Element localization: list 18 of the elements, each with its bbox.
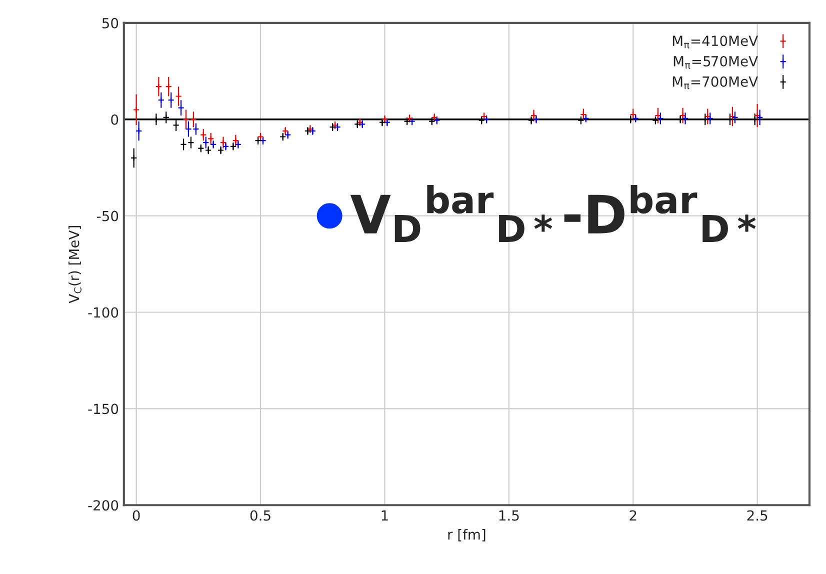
y-tick-label: 0 <box>111 114 118 125</box>
y-tick-label: 50 <box>102 18 118 28</box>
x-tick-label: 0 <box>132 510 140 521</box>
x-tick-label: 2 <box>630 510 636 521</box>
annotation: V$_{D}$$^{bar}$$_{D*}$-D$^{bar}$$_{D*}$ <box>350 185 756 242</box>
y-tick-label: -50 <box>97 210 118 222</box>
x-tick-label: 0.5 <box>250 510 270 521</box>
y-tick-label: -200 <box>88 500 118 511</box>
y-tick-label: -100 <box>88 307 118 318</box>
y-tick-label: -150 <box>88 404 118 414</box>
y-axis-title: V$_{C}$(r) [MeV] <box>68 226 82 304</box>
x-tick-label: 1 <box>382 510 388 521</box>
legend-label: M$_{π}$=700MeV <box>672 76 758 90</box>
legend-label: M$_{π}$=570MeV <box>674 56 758 69</box>
legend-label: M$_{π}$=410MeV <box>672 36 758 48</box>
x-tick-label: 2.5 <box>747 510 768 521</box>
x-tick-label: 1.5 <box>499 510 519 521</box>
x-axis-title: r [fm] <box>448 528 486 542</box>
